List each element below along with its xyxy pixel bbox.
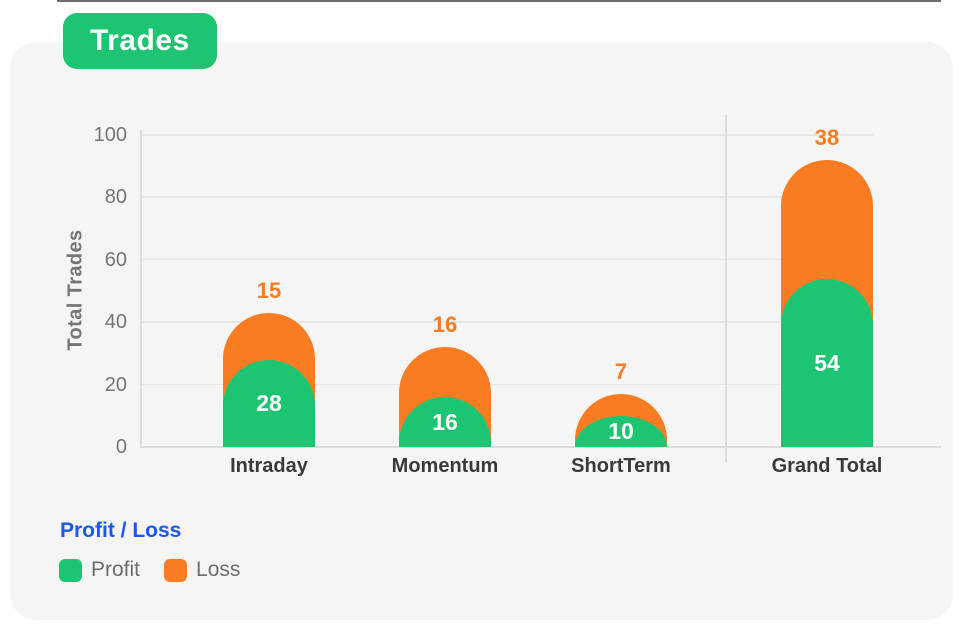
legend-label-profit: Profit	[91, 558, 141, 581]
category-separator-line	[725, 115, 727, 462]
legend-title: Profit / Loss	[60, 519, 182, 542]
x-category-label-momentum: Momentum	[391, 455, 499, 477]
profit-value-label-momentum: 16	[432, 409, 458, 436]
bar-profit-segment-intraday[interactable]	[223, 359, 315, 447]
gridline	[140, 383, 873, 386]
y-tick-label: 100	[93, 124, 127, 146]
y-axis-line	[140, 130, 142, 447]
top-border-line	[57, 0, 941, 2]
legend-item-loss[interactable]: Loss	[164, 558, 240, 582]
gridline	[140, 321, 873, 323]
profit-value-label-intraday: 28	[256, 390, 282, 417]
x-category-label-grand-total: Grand Total	[771, 455, 883, 477]
loss-value-label-shortterm: 7	[614, 358, 628, 384]
y-tick-label: 0	[115, 436, 127, 458]
x-category-label-shortterm: ShortTerm	[571, 455, 671, 477]
page-title: Trades	[90, 24, 190, 57]
loss-value-label-grand-total: 38	[814, 124, 840, 150]
y-tick-label: 40	[104, 311, 127, 334]
gridline	[140, 134, 873, 136]
profit-value-label-shortterm: 10	[608, 418, 634, 445]
y-tick-label: 60	[104, 248, 127, 271]
y-tick-label: 80	[104, 186, 127, 209]
profit-swatch-icon	[59, 558, 82, 582]
x-category-label-intraday: Intraday	[230, 455, 308, 477]
profit-value-label-grand-total: 54	[814, 349, 840, 376]
title-badge: Trades	[63, 13, 217, 69]
legend: Profit Loss	[59, 558, 240, 582]
gridline	[140, 196, 873, 198]
legend-item-profit[interactable]: Profit	[59, 558, 140, 582]
x-axis-line	[140, 446, 941, 448]
gridline	[140, 258, 873, 261]
y-tick-label: 20	[104, 373, 127, 396]
loss-value-label-momentum: 16	[432, 312, 458, 338]
legend-label-loss: Loss	[196, 558, 241, 581]
bar-profit-segment-grand-total[interactable]	[781, 278, 873, 447]
loss-swatch-icon	[164, 558, 188, 582]
loss-value-label-intraday: 15	[256, 277, 282, 303]
